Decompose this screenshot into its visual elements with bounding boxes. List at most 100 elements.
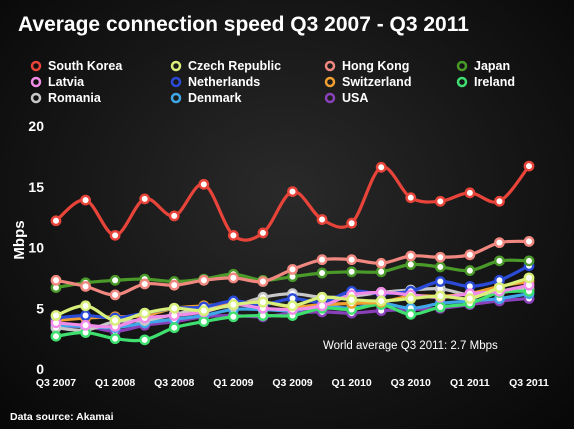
x-tick-q3-2008: Q3 2008: [154, 377, 194, 389]
data-point-ireland-4: [168, 322, 180, 334]
legend-item-south-korea: South Korea: [30, 59, 123, 73]
legend-marker-usa: [324, 92, 336, 104]
legend-item-latvia: Latvia: [30, 75, 85, 89]
y-tick-10: 10: [28, 240, 44, 256]
x-tick-q1-2010: Q1 2010: [331, 377, 371, 389]
series-south-korea: [50, 160, 535, 242]
data-point-south-korea-4: [168, 210, 180, 222]
legend-item-netherlands: Netherlands: [170, 75, 260, 89]
legend-marker-ireland: [456, 76, 468, 88]
data-point-czech-republic-2: [109, 314, 121, 326]
legend-item-romania: Romania: [30, 91, 102, 105]
y-tick-20: 20: [28, 118, 44, 134]
data-point-south-korea-13: [434, 195, 446, 207]
legend: South Korea Czech Republic Hong Kong Japan L…: [30, 59, 515, 105]
data-point-hong-kong-1: [80, 280, 91, 292]
legend-label-ireland: Ireland: [474, 75, 515, 89]
legend-item-hong-kong: Hong Kong: [324, 59, 409, 73]
data-point-czech-republic-14: [464, 293, 476, 304]
data-point-south-korea-0: [50, 215, 62, 227]
data-point-south-korea-10: [346, 217, 358, 229]
data-point-hong-kong-4: [168, 279, 180, 291]
data-point-hong-kong-10: [346, 254, 358, 266]
data-point-japan-12: [405, 259, 417, 270]
data-point-japan-14: [464, 265, 476, 276]
y-axis-ticks: 0 5 10 15 20: [28, 118, 44, 377]
data-point-japan-9: [316, 267, 328, 279]
data-point-czech-republic-15: [494, 282, 505, 293]
data-point-netherlands-1: [80, 310, 91, 321]
data-point-ireland-5: [198, 316, 210, 328]
data-point-czech-republic-7: [257, 296, 269, 308]
data-point-hong-kong-9: [316, 254, 328, 266]
x-tick-q3-2007: Q3 2007: [36, 377, 76, 389]
x-axis-ticks: Q3 2007 Q1 2008 Q3 2008 Q1 2009 Q3 2009 Q1 20…: [36, 377, 549, 389]
data-point-netherlands-13: [434, 276, 446, 287]
data-point-hong-kong-12: [405, 250, 417, 262]
data-point-hong-kong-15: [494, 237, 505, 249]
series-ireland: [50, 285, 535, 346]
data-point-czech-republic-16: [523, 272, 535, 284]
legend-item-ireland: Ireland: [456, 75, 515, 89]
legend-marker-latvia: [30, 76, 42, 88]
world-average-annotation: World average Q3 2011: 2.7 Mbps: [323, 340, 498, 352]
x-tick-q1-2011: Q1 2011: [450, 377, 490, 389]
legend-label-hong-kong: Hong Kong: [342, 59, 409, 73]
legend-label-south-korea: South Korea: [48, 59, 123, 73]
data-point-czech-republic-12: [405, 293, 417, 304]
data-point-ireland-2: [109, 333, 121, 345]
data-point-hong-kong-16: [523, 236, 535, 247]
y-tick-15: 15: [28, 179, 44, 195]
y-axis-label: Mbps: [11, 220, 28, 259]
data-point-ireland-0: [50, 330, 62, 342]
plot-area: [50, 160, 535, 346]
data-point-south-korea-11: [375, 161, 387, 173]
data-point-south-korea-1: [80, 194, 91, 206]
data-point-south-korea-7: [257, 227, 269, 239]
data-point-hong-kong-5: [198, 274, 210, 286]
x-tick-q3-2010: Q3 2010: [391, 377, 431, 389]
data-point-south-korea-15: [494, 195, 505, 207]
legend-item-usa: USA: [324, 91, 368, 105]
legend-label-japan: Japan: [474, 59, 510, 73]
data-point-hong-kong-7: [257, 276, 269, 287]
legend-marker-romania: [30, 92, 42, 104]
data-point-czech-republic-11: [375, 295, 387, 307]
data-point-south-korea-8: [287, 186, 298, 198]
series-line-south-korea: [54, 164, 531, 242]
legend-label-czech-republic: Czech Republic: [188, 59, 281, 73]
legend-item-denmark: Denmark: [170, 91, 242, 105]
legend-marker-czech-republic: [170, 60, 182, 72]
data-point-czech-republic-13: [434, 290, 446, 302]
data-point-japan-13: [434, 261, 446, 273]
legend-marker-hong-kong: [324, 60, 336, 72]
data-point-japan-15: [494, 255, 505, 267]
data-point-japan-11: [375, 266, 387, 278]
data-point-south-korea-14: [464, 187, 476, 199]
data-point-south-korea-16: [523, 160, 535, 172]
data-point-hong-kong-6: [227, 272, 239, 284]
y-tick-5: 5: [36, 300, 44, 316]
data-point-south-korea-6: [227, 229, 239, 241]
data-point-czech-republic-5: [198, 305, 210, 317]
legend-marker-denmark: [170, 92, 182, 104]
data-point-czech-republic-6: [227, 299, 239, 311]
legend-marker-japan: [456, 60, 468, 72]
legend-label-denmark: Denmark: [188, 91, 242, 105]
legend-label-netherlands: Netherlands: [188, 75, 260, 89]
legend-item-czech-republic: Czech Republic: [170, 59, 281, 73]
data-point-hong-kong-14: [464, 249, 476, 261]
legend-item-switzerland: Switzerland: [324, 75, 411, 89]
series-hong-kong: [50, 236, 535, 301]
data-point-south-korea-3: [139, 193, 151, 205]
legend-label-usa: USA: [342, 91, 368, 105]
chart-title: Average connection speed Q3 2007 - Q3 20…: [18, 13, 469, 36]
data-point-czech-republic-0: [50, 310, 62, 321]
x-tick-q3-2009: Q3 2009: [272, 377, 312, 389]
data-point-hong-kong-11: [375, 257, 387, 269]
data-point-ireland-3: [139, 334, 151, 346]
data-point-latvia-11: [375, 287, 387, 298]
legend-label-switzerland: Switzerland: [342, 75, 411, 89]
x-tick-q1-2009: Q1 2009: [213, 377, 253, 389]
legend-label-latvia: Latvia: [48, 75, 85, 89]
